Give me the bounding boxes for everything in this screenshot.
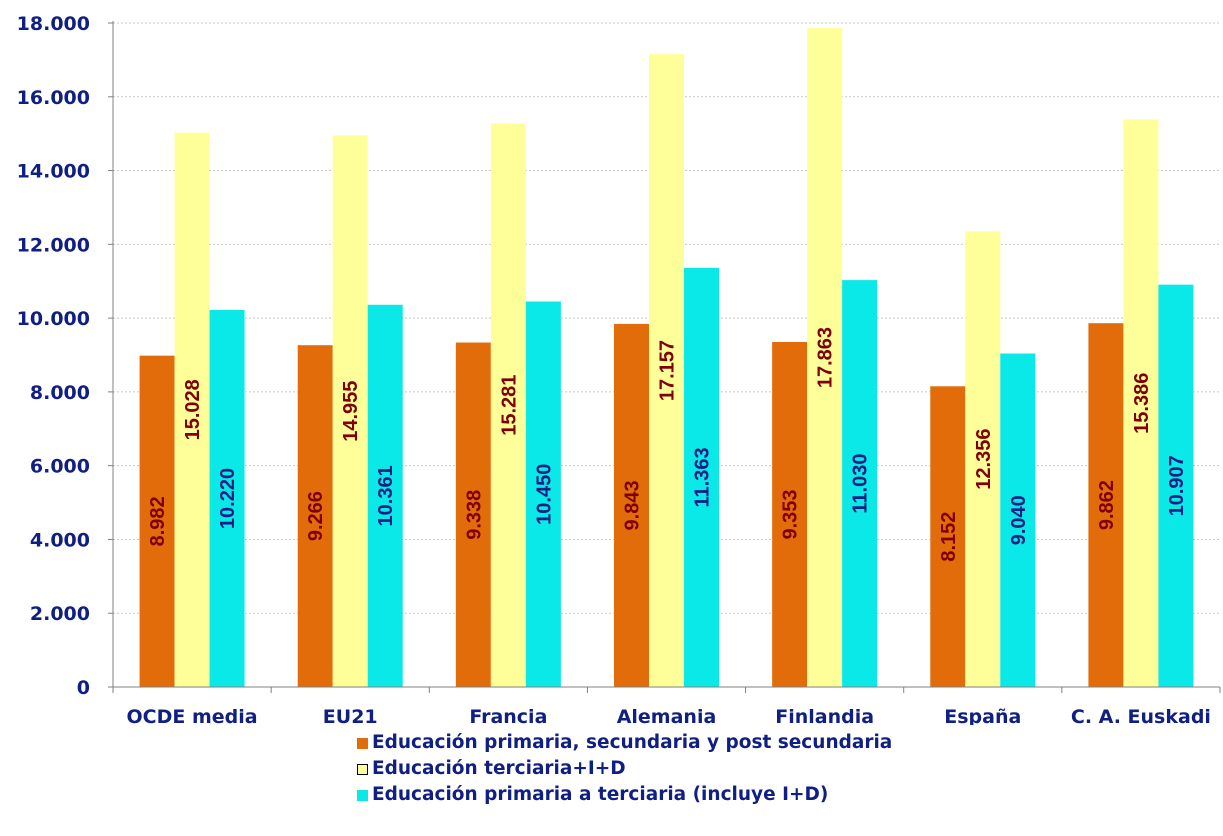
bar <box>525 301 561 687</box>
data-label: 9.843 <box>622 480 644 530</box>
bar <box>649 54 684 687</box>
bar <box>332 135 368 687</box>
bar <box>1088 323 1124 687</box>
data-label: 17.157 <box>657 340 679 401</box>
bar <box>684 267 719 687</box>
bar <box>1158 284 1194 687</box>
y-tick-label: 0 <box>77 677 90 699</box>
y-tick-label: 10.000 <box>17 308 90 330</box>
bar-chart: 0 2.000 4.000 6.000 8.000 10.000 12.000 14.000 1… <box>17 13 1221 725</box>
legend: Educación primaria, secundaria y post se… <box>357 730 892 808</box>
legend-item-total: Educación primaria a terciaria (incluye … <box>357 782 892 808</box>
x-tick-label: OCDE media <box>127 706 258 725</box>
bar <box>772 341 808 687</box>
y-tick-label: 2.000 <box>30 603 90 625</box>
data-label: 9.353 <box>780 489 802 539</box>
legend-swatch-total <box>357 789 368 801</box>
bar <box>209 309 245 687</box>
legend-label-total: Educación primaria a terciaria (incluye … <box>372 784 829 805</box>
legend-label-terciaria: Educación terciaria+I+D <box>372 758 626 779</box>
bar <box>367 304 403 687</box>
x-tick-label: EU21 <box>323 706 378 725</box>
bar <box>490 123 526 687</box>
data-label: 10.907 <box>1166 455 1188 516</box>
data-label: 15.386 <box>1131 373 1153 434</box>
data-label: 9.862 <box>1096 480 1118 530</box>
legend-item-primaria: Educación primaria, secundaria y post se… <box>357 730 892 756</box>
data-label: 9.266 <box>305 491 327 541</box>
y-tick-label: 14.000 <box>17 161 90 183</box>
data-label: 10.361 <box>375 465 397 526</box>
legend-swatch-primaria <box>357 737 368 749</box>
bar <box>139 355 175 687</box>
x-axis-ticks: OCDE media EU21 Francia Alemania Finlandia Es… <box>127 706 1211 725</box>
bar <box>965 231 1001 688</box>
data-label: 11.363 <box>692 447 714 507</box>
bar <box>174 132 210 687</box>
bar <box>297 345 333 687</box>
bars <box>139 28 1194 688</box>
y-tick-label: 6.000 <box>30 456 90 478</box>
data-label: 9.338 <box>463 490 485 540</box>
bar <box>614 323 649 687</box>
data-label: 8.152 <box>938 512 960 562</box>
data-label: 10.220 <box>217 468 239 529</box>
y-axis-ticks: 0 2.000 4.000 6.000 8.000 10.000 12.000 14.000 1… <box>17 13 90 699</box>
data-label: 9.040 <box>1008 495 1030 545</box>
data-label: 15.028 <box>182 379 204 440</box>
bar <box>842 280 878 687</box>
bar <box>1123 119 1159 688</box>
x-tick-label: Finlandia <box>775 706 874 725</box>
y-tick-label: 16.000 <box>17 87 90 109</box>
legend-label-primaria: Educación primaria, secundaria y post se… <box>372 732 893 753</box>
data-label: 17.863 <box>815 327 837 388</box>
bar <box>1000 353 1036 687</box>
x-tick-label: Alemania <box>617 706 717 725</box>
x-tick-label: España <box>944 706 1021 725</box>
data-label: 11.030 <box>850 454 872 514</box>
axes <box>108 21 1221 693</box>
x-tick-label: C. A. Euskadi <box>1071 706 1211 725</box>
data-label: 10.450 <box>533 464 555 525</box>
bar <box>455 342 491 687</box>
data-label: 8.982 <box>147 496 169 546</box>
data-labels: 8.982 15.028 10.220 9.266 14.955 10.361 9.338 1… <box>147 327 1188 562</box>
y-tick-label: 8.000 <box>30 382 90 404</box>
y-tick-label: 4.000 <box>30 529 90 551</box>
legend-item-terciaria: Educación terciaria+I+D <box>357 756 892 782</box>
data-label: 12.356 <box>973 429 995 490</box>
data-label: 14.955 <box>340 381 362 442</box>
bar <box>807 28 843 688</box>
bar <box>930 386 966 687</box>
y-tick-label: 18.000 <box>17 13 90 35</box>
y-tick-label: 12.000 <box>17 234 90 256</box>
data-label: 15.281 <box>498 375 520 436</box>
legend-swatch-terciaria <box>357 763 368 775</box>
x-tick-label: Francia <box>469 706 547 725</box>
